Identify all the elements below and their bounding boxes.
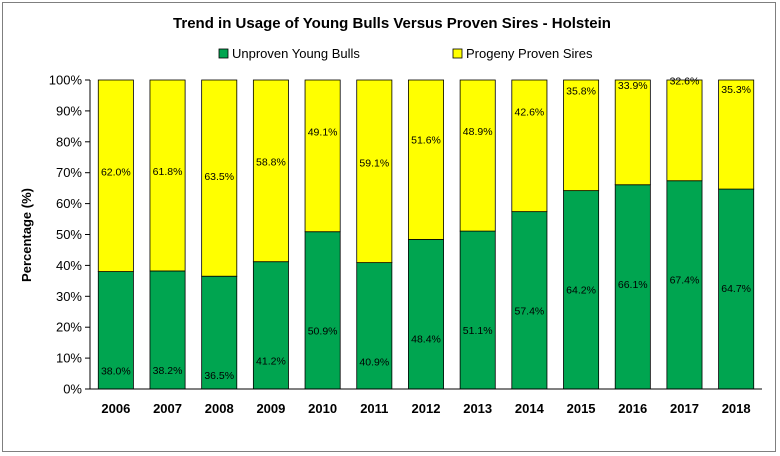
data-label-unproven: 36.5% xyxy=(204,370,234,382)
chart-title: Trend in Usage of Young Bulls Versus Pro… xyxy=(173,15,611,32)
x-tick-label: 2007 xyxy=(153,401,182,416)
data-label-unproven: 64.2% xyxy=(566,285,596,297)
y-tick-label: 10% xyxy=(56,351,82,366)
bar-unproven-young-bulls xyxy=(666,180,703,390)
legend-swatch-unproven xyxy=(218,48,229,59)
bar-unproven-young-bulls xyxy=(149,270,186,390)
bar-progeny-proven-sires xyxy=(563,79,600,192)
data-label-unproven: 51.1% xyxy=(463,325,493,337)
legend-swatch-proven xyxy=(452,48,463,59)
plot-area: 0% 10% 20% 30% 40% 50% 60% 70% 80% 90% 100% 38.0% 62… xyxy=(49,73,762,416)
y-tick-label: 50% xyxy=(56,227,82,242)
data-label-proven: 51.6% xyxy=(411,134,441,146)
x-tick-label: 2006 xyxy=(101,401,130,416)
data-label-proven: 61.8% xyxy=(153,166,183,178)
bar-unproven-young-bulls xyxy=(563,190,600,390)
data-label-unproven: 64.7% xyxy=(721,283,751,295)
x-tick-label: 2011 xyxy=(360,401,388,416)
data-label-proven: 35.8% xyxy=(566,86,596,98)
data-label-proven: 32.6% xyxy=(670,76,700,88)
y-tick-label: 0% xyxy=(63,382,82,397)
y-tick-label: 20% xyxy=(56,320,82,335)
bar-progeny-proven-sires xyxy=(459,79,496,232)
bar-progeny-proven-sires xyxy=(408,79,444,240)
x-tick-label: 2008 xyxy=(205,401,234,416)
data-label-unproven: 67.4% xyxy=(670,275,700,287)
y-tick-label: 30% xyxy=(56,289,82,304)
data-label-proven: 42.6% xyxy=(514,107,544,119)
x-tick-label: 2016 xyxy=(618,401,647,416)
y-tick-label: 70% xyxy=(56,165,82,180)
x-tick-label: 2017 xyxy=(670,401,699,416)
data-label-unproven: 41.2% xyxy=(256,356,286,368)
x-tick-label: 2012 xyxy=(412,401,441,416)
x-tick-label: 2014 xyxy=(515,401,545,416)
bar-unproven-young-bulls xyxy=(614,184,651,390)
data-label-unproven: 66.1% xyxy=(618,279,648,291)
x-tick-label: 2015 xyxy=(567,401,596,416)
x-tick-label: 2013 xyxy=(463,401,492,416)
data-label-proven: 58.8% xyxy=(256,157,286,169)
bar-unproven-young-bulls xyxy=(252,261,289,390)
legend-label-unproven: Unproven Young Bulls xyxy=(232,46,360,61)
bar-unproven-young-bulls xyxy=(511,211,548,390)
data-label-proven: 48.9% xyxy=(463,126,493,138)
y-axis-label: Percentage (%) xyxy=(19,188,34,282)
bar-progeny-proven-sires xyxy=(97,79,134,272)
bar-unproven-young-bulls xyxy=(459,230,496,390)
x-tick-label: 2018 xyxy=(722,401,751,416)
bar-unproven-young-bulls xyxy=(356,262,393,390)
bar-progeny-proven-sires xyxy=(666,79,703,182)
data-label-proven: 59.1% xyxy=(359,158,389,170)
bar-progeny-proven-sires xyxy=(511,79,548,213)
data-label-unproven: 50.9% xyxy=(308,326,338,338)
data-label-proven: 33.9% xyxy=(618,80,648,92)
bar-progeny-proven-sires xyxy=(252,79,289,263)
x-tick-label: 2010 xyxy=(308,401,337,416)
y-tick-label: 40% xyxy=(56,258,82,273)
bar-unproven-young-bulls xyxy=(304,231,341,390)
bar-progeny-proven-sires xyxy=(149,79,186,272)
bar-progeny-proven-sires xyxy=(201,79,238,277)
bar-progeny-proven-sires xyxy=(614,79,651,186)
y-tick-label: 80% xyxy=(56,134,82,149)
legend-label-proven: Progeny Proven Sires xyxy=(466,46,593,61)
data-label-unproven: 57.4% xyxy=(514,306,544,318)
data-label-unproven: 48.4% xyxy=(411,333,441,345)
bar-unproven-young-bulls xyxy=(408,239,444,390)
bar-unproven-young-bulls xyxy=(97,271,134,390)
y-tick-label: 90% xyxy=(56,103,82,118)
bar-progeny-proven-sires xyxy=(304,79,341,233)
data-label-proven: 63.5% xyxy=(204,171,234,183)
data-label-proven: 62.0% xyxy=(101,167,131,179)
bar-progeny-proven-sires xyxy=(356,79,393,264)
x-tick-label: 2009 xyxy=(256,401,285,416)
bar-progeny-proven-sires xyxy=(718,79,755,190)
data-label-unproven: 38.2% xyxy=(153,365,183,377)
bar-unproven-young-bulls xyxy=(718,188,755,390)
data-label-proven: 35.3% xyxy=(721,84,751,96)
legend: Unproven Young Bulls Progeny Proven Sire… xyxy=(218,46,593,61)
data-label-unproven: 38.0% xyxy=(101,366,131,378)
data-label-proven: 49.1% xyxy=(308,127,338,139)
y-tick-label: 100% xyxy=(49,73,83,88)
data-label-unproven: 40.9% xyxy=(359,357,389,369)
y-tick-label: 60% xyxy=(56,196,82,211)
